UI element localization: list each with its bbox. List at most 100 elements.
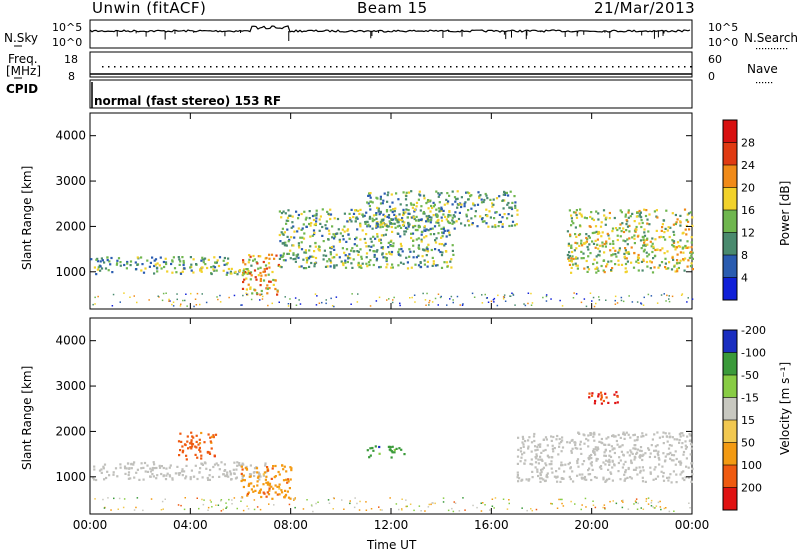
velocity-echo-cell [262, 474, 265, 477]
velocity-echo-cell [653, 433, 656, 436]
power-echo-cell [566, 253, 569, 257]
freq-point [618, 66, 620, 68]
power-echo-cell [589, 225, 592, 228]
power-echo-cell [619, 235, 622, 238]
power-noise-cell [267, 304, 269, 307]
power-echo-cell [405, 256, 408, 259]
velocity-echo-cell [590, 453, 593, 457]
power-echo-cell [263, 270, 266, 273]
power-echo-cell [578, 212, 581, 215]
power-echo-cell [672, 240, 675, 243]
velocity-echo-cell [263, 471, 266, 474]
freq-point [606, 66, 608, 68]
velocity-echo-cell [242, 479, 245, 482]
velocity-echo-cell [589, 432, 593, 435]
power-echo-cell [568, 209, 571, 212]
power-echo-cell [434, 264, 437, 267]
power-echo-cell [413, 217, 416, 221]
power-echo-cell [346, 228, 350, 231]
freq-point [588, 66, 590, 68]
power-echo-cell [292, 244, 295, 247]
velocity-echo-cell [177, 472, 180, 475]
power-echo-cell [365, 211, 368, 214]
power-echo-cell [516, 209, 519, 212]
power-echo-cell [337, 228, 340, 231]
power-echo-cell [363, 237, 366, 241]
velocity-echo-cell [252, 485, 255, 488]
power-echo-cell [282, 254, 285, 257]
power-echo-cell [514, 206, 517, 209]
power-noise-cell [502, 296, 505, 298]
power-echo-cell [685, 218, 689, 222]
power-noise-cell [642, 304, 645, 306]
power-echo-cell [425, 228, 428, 231]
velocity-echo-cell [282, 479, 286, 482]
power-echo-cell [309, 245, 312, 248]
power-noise-cell [452, 299, 454, 301]
velocity-echo-cell [606, 478, 609, 481]
power-echo-cell [684, 246, 687, 249]
power-echo-cell [643, 234, 647, 237]
velocity-echo-cell [682, 453, 685, 456]
power-echo-cell [214, 261, 217, 264]
power-echo-cell [375, 225, 378, 228]
velocity-echo-cell [658, 436, 661, 439]
power-echo-cell [294, 257, 297, 260]
power-echo-cell [308, 257, 311, 260]
power-echo-cell [210, 272, 213, 276]
power-echo-cell [367, 261, 371, 264]
velocity-echo-cell [517, 448, 520, 451]
velocity-echo-cell [224, 469, 227, 472]
velocity-echo-cell [168, 475, 172, 478]
freq-point [444, 66, 446, 68]
velocity-colorbar-segment [723, 330, 737, 353]
velocity-echo-cell [592, 450, 595, 453]
power-echo-cell [567, 244, 570, 247]
power-echo-cell [318, 218, 321, 221]
x-tick-label: 04:00 [173, 518, 208, 532]
power-noise-cell [180, 303, 182, 305]
power-echo-cell [387, 225, 391, 228]
velocity-echo-cell [667, 479, 670, 482]
power-echo-cell [677, 266, 680, 270]
velocity-echo-cell [536, 448, 539, 451]
power-echo-cell [438, 210, 441, 213]
power-echo-cell [445, 250, 448, 253]
power-echo-cell [368, 194, 371, 197]
velocity-echo-cell [207, 478, 210, 481]
power-echo-cell [628, 230, 631, 233]
velocity-echo-cell [287, 496, 291, 499]
power-echo-cell [674, 270, 677, 273]
power-echo-cell [652, 247, 655, 250]
power-echo-cell [246, 272, 249, 275]
power-echo-cell [321, 234, 324, 237]
velocity-echo-cell [371, 446, 374, 450]
velocity-echo-cell [265, 495, 268, 498]
power-echo-cell [508, 206, 511, 209]
power-echo-cell [439, 250, 442, 254]
velocity-echo-cell [258, 491, 262, 494]
power-echo-cell [506, 217, 509, 220]
power-echo-cell [332, 233, 335, 236]
velocity-echo-cell [690, 447, 693, 450]
power-noise-cell [691, 298, 694, 300]
velocity-noise-cell [420, 510, 422, 512]
velocity-echo-cell [595, 459, 598, 462]
velocity-echo-cell [657, 456, 660, 460]
velocity-echo-cell [670, 459, 673, 462]
velocity-echo-cell [678, 438, 681, 442]
velocity-echo-cell [272, 487, 275, 490]
x-axis-label: Time UT [367, 538, 417, 552]
power-noise-cell [631, 301, 634, 303]
velocity-echo-cell [524, 440, 527, 443]
velocity-echo-cell [183, 443, 187, 446]
velocity-noise-cell [358, 509, 361, 511]
power-echo-cell [679, 220, 682, 223]
velocity-echo-cell [593, 451, 596, 454]
velocity-echo-cell [233, 461, 236, 464]
power-echo-cell [390, 244, 393, 247]
power-echo-cell [280, 231, 283, 234]
power-echo-cell [347, 256, 350, 259]
power-echo-cell [435, 208, 438, 211]
velocity-noise-cell [293, 499, 295, 501]
